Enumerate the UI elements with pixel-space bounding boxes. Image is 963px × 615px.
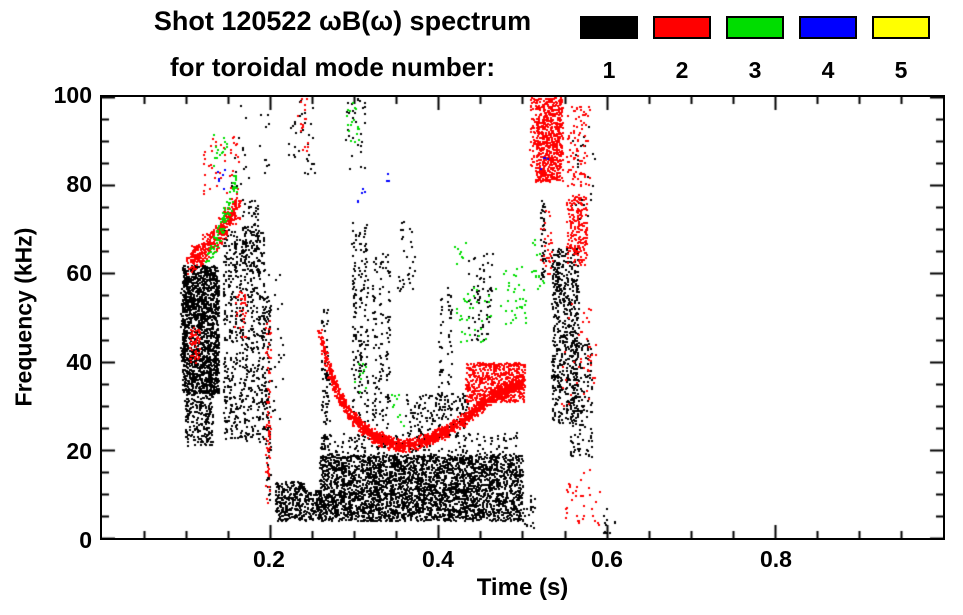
x-tick-0.4: 0.4 — [422, 546, 454, 572]
legend-swatch-3 — [726, 16, 784, 39]
x-tick-0.2: 0.2 — [253, 546, 285, 572]
mode-number-legend — [580, 16, 930, 39]
legend-label-3: 3 — [748, 57, 762, 83]
y-tick-0: 0 — [79, 527, 92, 553]
y-axis-label: Frequency (kHz) — [10, 227, 37, 407]
legend-label-1: 1 — [602, 57, 616, 83]
legend-label-4: 4 — [821, 57, 835, 83]
mode-number-legend-labels: 1 2 3 4 5 — [580, 57, 930, 84]
chart-title: Shot 120522 ωB(ω) spectrum — [153, 6, 532, 36]
legend-swatch-1 — [580, 16, 638, 39]
x-axis-label: Time (s) — [476, 574, 569, 601]
x-tick-0.6: 0.6 — [591, 546, 623, 572]
y-tick-40: 40 — [66, 349, 92, 375]
legend-swatch-4 — [799, 16, 857, 39]
y-tick-80: 80 — [66, 171, 92, 197]
legend-label-2: 2 — [675, 57, 689, 83]
legend-swatch-2 — [653, 16, 711, 39]
y-tick-60: 60 — [66, 260, 92, 286]
chart-subtitle: for toroidal mode number: — [170, 52, 495, 82]
legend-swatch-5 — [872, 16, 930, 39]
y-tick-20: 20 — [66, 438, 92, 464]
y-tick-100: 100 — [53, 82, 92, 108]
spectrogram-canvas — [102, 97, 943, 538]
legend-label-5: 5 — [894, 57, 908, 83]
plot-area — [100, 95, 945, 540]
x-tick-0.8: 0.8 — [760, 546, 792, 572]
